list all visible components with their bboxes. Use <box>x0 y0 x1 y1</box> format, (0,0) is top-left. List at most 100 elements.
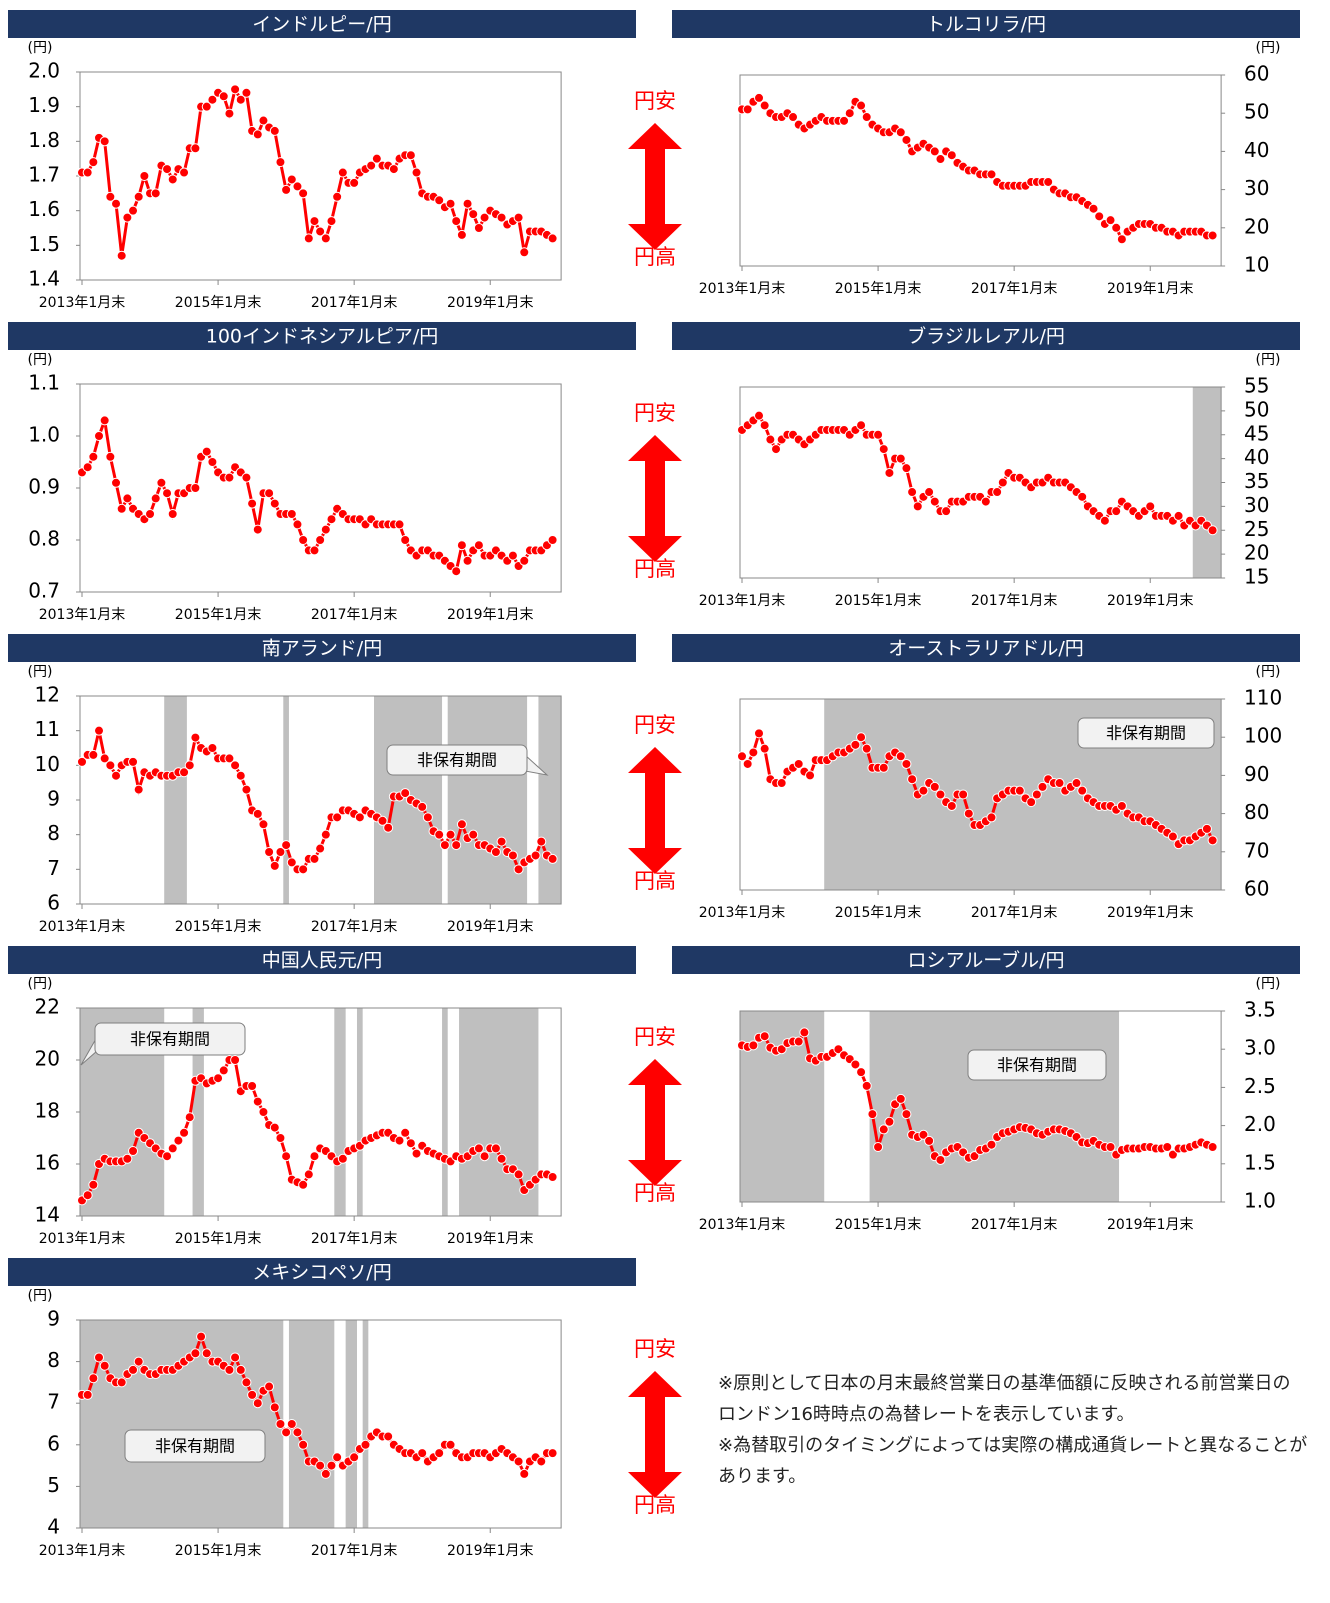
data-point <box>111 198 122 209</box>
holding-band <box>362 1320 369 1528</box>
data-point <box>167 174 178 185</box>
chart-header <box>8 1258 636 1286</box>
callout-text: 非保有期間 <box>130 1030 210 1049</box>
chart-panel: 100インドネシアルピア/円 (円) 0.7 0.8 0.9 1.0 1.1 2013年1月末… <box>8 322 682 623</box>
holding-band <box>356 1008 363 1216</box>
data-point <box>258 115 269 126</box>
data-point <box>264 847 275 857</box>
y-tick-label: 50 <box>1244 397 1269 421</box>
data-point <box>884 1116 895 1127</box>
data-point <box>167 1143 178 1154</box>
data-point <box>788 112 799 123</box>
label-yen-strong: 円高 <box>634 245 676 269</box>
data-point <box>799 1027 810 1038</box>
holding-band <box>869 1011 1120 1202</box>
chart-title: 南アランド/円 <box>262 638 382 660</box>
data-point <box>281 1151 292 1162</box>
data-point <box>759 1031 770 1042</box>
data-point <box>247 1389 258 1400</box>
data-point <box>235 770 246 781</box>
data-point <box>162 1151 173 1162</box>
data-point <box>547 853 558 864</box>
data-point <box>252 808 263 819</box>
double-arrow <box>628 1059 682 1186</box>
data-point <box>742 758 753 769</box>
data-point <box>468 829 479 840</box>
callout-text: 非保有期間 <box>997 1056 1077 1075</box>
data-point <box>445 829 456 840</box>
chart-panel: トルコリラ/円 (円) 10 20 30 40 50 60 2013年1月末 2015年1月末 20… <box>672 10 1300 297</box>
data-point <box>411 1148 422 1159</box>
holding-band <box>442 1008 448 1216</box>
data-point <box>82 1190 93 1201</box>
x-tick-label: 2019年1月末 <box>447 607 534 623</box>
x-tick-label: 2015年1月末 <box>175 1543 262 1559</box>
x-tick-label: 2015年1月末 <box>835 281 922 297</box>
y-tick-label: 20 <box>1244 541 1269 565</box>
y-axis-label: (円) <box>28 664 53 680</box>
y-tick-label: 55 <box>1244 374 1269 398</box>
chart-panel: インドルピー/円 (円) 1.4 1.5 1.6 1.7 1.8 1.9 2.0 2013年1月末… <box>8 10 682 311</box>
data-point <box>156 477 167 488</box>
data-point <box>292 1427 303 1438</box>
data-point <box>1145 501 1156 512</box>
data-point <box>1173 510 1184 521</box>
data-point <box>128 205 139 216</box>
data-point <box>269 125 280 136</box>
x-tick-label: 2013年1月末 <box>39 1543 126 1559</box>
y-axis-label: (円) <box>1256 664 1281 680</box>
data-point <box>519 247 530 258</box>
x-tick-label: 2019年1月末 <box>447 1231 534 1247</box>
data-point <box>422 812 433 823</box>
data-point <box>434 195 445 206</box>
data-point <box>269 498 280 509</box>
data-point <box>332 1452 343 1463</box>
data-point <box>400 788 411 799</box>
x-tick-label: 2015年1月末 <box>175 607 262 623</box>
y-tick-label: 1.0 <box>1244 1189 1276 1213</box>
holding-band <box>740 1011 825 1202</box>
y-tick-label: 11 <box>35 717 60 741</box>
x-tick-label: 2019年1月末 <box>447 919 534 935</box>
data-point <box>82 1389 93 1400</box>
callout-text: 非保有期間 <box>155 1437 235 1456</box>
plot-frame <box>739 698 1222 891</box>
data-point <box>315 226 326 237</box>
data-point <box>162 488 173 499</box>
data-point <box>536 1456 547 1467</box>
data-point <box>332 191 343 202</box>
y-tick-label: 100 <box>1244 724 1282 748</box>
data-point <box>354 812 365 823</box>
data-point <box>320 524 331 535</box>
data-point <box>850 1059 861 1070</box>
double-arrow <box>628 1371 682 1498</box>
data-point <box>439 840 450 851</box>
y-axis-label: (円) <box>1256 352 1281 368</box>
y-tick-label: 80 <box>1244 800 1269 824</box>
data-point <box>286 1419 297 1429</box>
data-point <box>116 250 127 261</box>
holding-band <box>459 1008 539 1216</box>
y-tick-label: 1.1 <box>28 371 60 395</box>
data-point <box>252 129 263 140</box>
data-point <box>366 160 377 171</box>
callout-box <box>1077 717 1215 749</box>
data-point <box>507 550 518 561</box>
data-point <box>530 850 541 861</box>
y-tick-label: 10 <box>1244 253 1269 277</box>
data-point <box>258 819 269 830</box>
data-point <box>754 410 765 421</box>
y-tick-label: 110 <box>1244 686 1282 710</box>
data-point <box>230 1055 241 1065</box>
data-point <box>895 1093 906 1104</box>
data-point <box>201 1348 212 1359</box>
data-point <box>748 747 759 758</box>
data-point <box>252 1398 263 1409</box>
double-arrow <box>628 747 682 874</box>
data-point <box>1077 785 1088 796</box>
data-point <box>759 420 770 431</box>
data-point <box>1111 222 1122 233</box>
data-point <box>213 1073 224 1084</box>
holding-band <box>164 696 187 904</box>
